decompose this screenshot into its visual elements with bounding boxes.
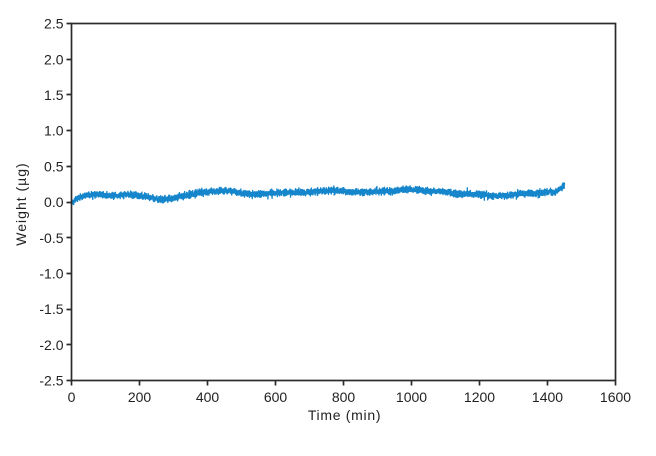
svg-text:Weight (µg): Weight (µg)	[13, 162, 29, 245]
svg-text:0.0: 0.0	[44, 194, 64, 210]
svg-text:-1.5: -1.5	[39, 301, 63, 317]
svg-text:200: 200	[128, 389, 152, 405]
svg-text:-2.5: -2.5	[39, 373, 63, 389]
svg-text:1000: 1000	[396, 389, 427, 405]
svg-text:-0.5: -0.5	[39, 230, 63, 246]
svg-text:600: 600	[264, 389, 288, 405]
svg-text:1600: 1600	[600, 389, 631, 405]
svg-text:800: 800	[332, 389, 356, 405]
svg-text:2.0: 2.0	[44, 51, 64, 67]
svg-text:Time (min): Time (min)	[308, 407, 381, 423]
svg-text:1200: 1200	[464, 389, 495, 405]
svg-text:2.5: 2.5	[44, 16, 64, 32]
svg-text:0.5: 0.5	[44, 158, 64, 174]
svg-text:1.5: 1.5	[44, 87, 64, 103]
svg-text:0: 0	[68, 389, 76, 405]
svg-text:1400: 1400	[532, 389, 563, 405]
svg-text:-2.0: -2.0	[39, 337, 63, 353]
svg-text:1.0: 1.0	[44, 123, 64, 139]
svg-text:-1.0: -1.0	[39, 266, 63, 282]
svg-text:400: 400	[196, 389, 220, 405]
